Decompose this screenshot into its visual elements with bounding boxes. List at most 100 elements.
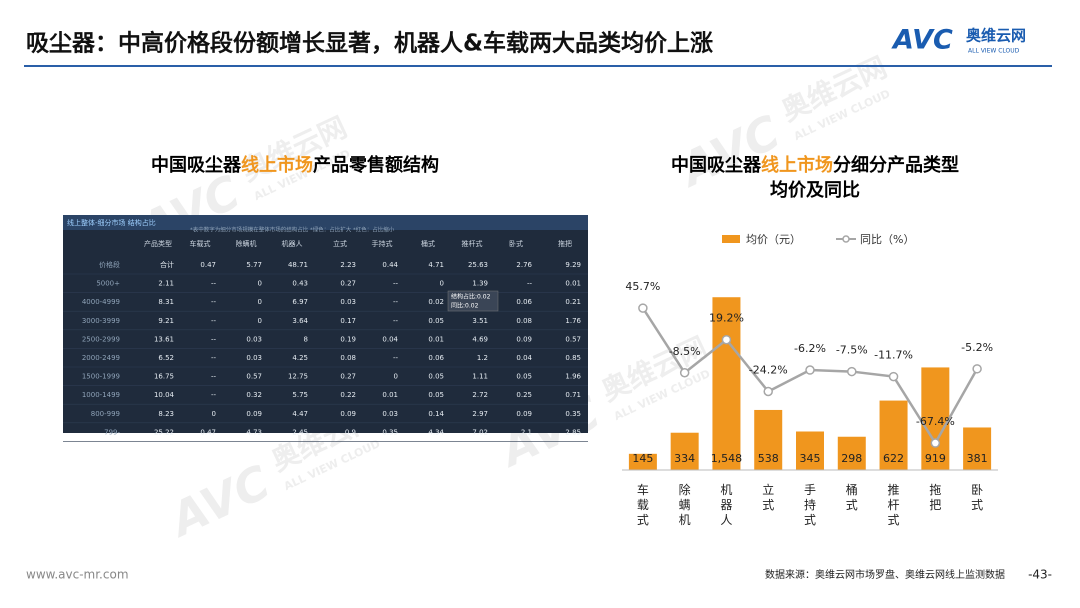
line-value-label: -7.5% (836, 344, 868, 357)
column-header: 除螨机 (236, 239, 257, 248)
line-marker (679, 368, 690, 378)
table-cell: 2.23 (340, 261, 356, 269)
line-marker (847, 366, 857, 377)
column-header: 产品类型 (144, 239, 172, 248)
bar (879, 400, 908, 470)
bar-value-label: 622 (883, 452, 904, 465)
table-cell: 0.09 (516, 335, 532, 343)
line-marker (888, 371, 899, 382)
footer-site: www.avc-mr.com (26, 568, 129, 582)
line-marker (930, 438, 941, 448)
watermark-logo: AVC (160, 455, 278, 548)
line-marker (721, 334, 732, 345)
table-cell: 0 (258, 298, 262, 306)
table-cell: 0 (212, 410, 216, 418)
bar-value-label: 538 (758, 452, 779, 465)
table-cell: 0.02 (428, 298, 444, 306)
table-cell: 0.57 (565, 335, 581, 343)
table-cell: 0.22 (340, 391, 356, 399)
tooltip-text: 同比:0.02 (451, 302, 479, 310)
table-cell: 12.75 (288, 373, 308, 381)
table-cell: 16.75 (154, 373, 174, 381)
table-cell: 9.21 (158, 317, 174, 325)
table-bg (63, 215, 588, 433)
table-cell: 0 (258, 317, 262, 325)
line-marker (763, 386, 773, 397)
bar (796, 431, 824, 470)
table-cell: 0.04 (516, 354, 532, 362)
table-cell: -- (211, 280, 217, 288)
table-cell: 4.25 (292, 354, 308, 362)
table-cell: 9.29 (565, 261, 581, 269)
line-value-label: -24.2% (749, 363, 788, 376)
x-tick-label: 桶式 (846, 482, 858, 512)
table-cell: 800-999 (91, 410, 120, 418)
line-marker (638, 303, 648, 313)
line-value-label: 45.7% (625, 280, 660, 293)
table-cell: 0.05 (428, 317, 444, 325)
table-cell: 6.97 (292, 298, 308, 306)
table-cell: 0.19 (340, 335, 356, 343)
line-value-label: -11.7% (874, 349, 913, 362)
table-cell: 0.05 (428, 391, 444, 399)
x-tick-label: 机器人 (720, 483, 732, 527)
legend-label: 均价（元） (746, 233, 801, 246)
legend-swatch (722, 235, 740, 243)
table-cell: 8 (304, 335, 308, 343)
table-cell: 0.32 (246, 391, 262, 399)
table-cell: 13.61 (154, 335, 174, 343)
bar-value-label: 145 (632, 452, 653, 465)
table-cell: 0.01 (428, 335, 444, 343)
table-cell: 0.03 (340, 298, 356, 306)
table-cell: -- (211, 317, 217, 325)
table-cell: 0.47 (200, 261, 216, 269)
line-value-label: -6.2% (794, 342, 826, 355)
logo: AVC (891, 25, 953, 56)
table-cell: 3.64 (292, 317, 308, 325)
x-tick-label: 卧式 (971, 483, 983, 512)
table-cell: 2.45 (292, 428, 308, 436)
table-cell: 0.09 (340, 410, 356, 418)
table-cell: 0 (258, 280, 262, 288)
table-cell: 2.76 (516, 261, 532, 269)
table-cell: 2.97 (472, 410, 488, 418)
table-cell: 1.39 (472, 280, 488, 288)
table-cell: -- (211, 391, 217, 399)
table-cell: 5.77 (246, 261, 262, 269)
table-cell: -- (211, 298, 217, 306)
column-header: 机器人 (282, 239, 303, 248)
table-cell: 3.51 (472, 317, 488, 325)
table-caption-bg (63, 215, 588, 230)
footer-source: 数据来源：奥维云网市场罗盘、奥维云网线上监测数据 (765, 568, 1005, 581)
table-cell: 0.9 (345, 428, 356, 436)
table-cell: 价格段 (99, 260, 120, 269)
table-cell: 5.75 (292, 391, 308, 399)
table-cell: 0.27 (340, 373, 356, 381)
bar (754, 409, 783, 470)
table-cell: 0.35 (565, 410, 581, 418)
line-marker (972, 364, 982, 374)
legend-marker (842, 235, 850, 243)
table-cell: 1.11 (472, 373, 488, 381)
table-cell: 2.72 (472, 391, 488, 399)
table-cell: 0.71 (565, 391, 581, 399)
table-cell: 1.96 (565, 373, 581, 381)
table-cell: 0.03 (246, 354, 262, 362)
table-cell: 25.22 (154, 428, 174, 436)
table-cell: 0.35 (382, 428, 398, 436)
table-cell: 1000-1499 (82, 391, 120, 399)
table-cell: 0 (440, 280, 444, 288)
x-tick-label: 除螨机 (679, 482, 691, 527)
table-cell: 0.21 (565, 298, 581, 306)
table-cell: 合计 (160, 260, 174, 269)
line-value-label: -5.2% (961, 341, 993, 354)
table-cell: 10.04 (154, 391, 175, 399)
table-cell: 0.06 (516, 298, 532, 306)
table-cell: 0.05 (516, 373, 532, 381)
bar-value-label: 1,548 (711, 452, 743, 465)
table-cell: 0.25 (516, 391, 532, 399)
x-tick-label: 拖把 (929, 483, 941, 512)
legend-label: 同比（%） (860, 233, 914, 246)
